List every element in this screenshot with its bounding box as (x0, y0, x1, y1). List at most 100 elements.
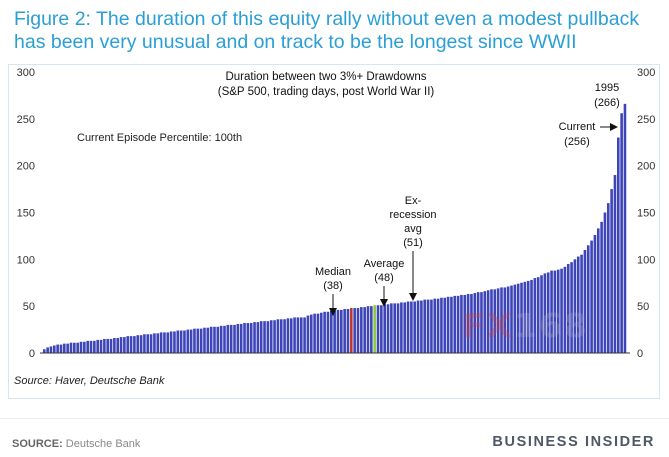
bar-12 (83, 341, 86, 353)
bar-102 (383, 304, 386, 353)
bar-35 (159, 332, 163, 353)
right-y-tick-label: 250 (637, 114, 655, 126)
bar-148 (536, 277, 540, 353)
left-y-tick-label: 0 (29, 348, 35, 360)
bar-96 (363, 307, 366, 353)
bar-89 (340, 309, 343, 353)
bar-50 (209, 326, 213, 353)
bar-110 (410, 301, 413, 353)
annotation-exrec-line1: Ex- (405, 195, 422, 207)
bar-36 (163, 332, 166, 353)
figure-title: Figure 2: The duration of this equity ra… (14, 8, 640, 53)
bar-158 (570, 262, 573, 353)
bar-162 (583, 249, 587, 353)
left-y-tick-label: 150 (17, 208, 35, 220)
bar-111 (413, 301, 417, 353)
bar-116 (430, 299, 433, 353)
bar-124 (456, 295, 460, 353)
bar-11 (79, 341, 83, 353)
bar-70 (276, 319, 280, 353)
bar-33 (153, 333, 156, 353)
bar-26 (129, 336, 133, 353)
bar-112 (416, 300, 420, 353)
bar-38 (169, 331, 173, 353)
bar-127 (466, 293, 470, 353)
bar-144 (523, 281, 527, 353)
bar-60 (243, 323, 246, 353)
business-insider-logo: BUSINESS INSIDER (492, 434, 655, 450)
bar-20 (109, 338, 113, 353)
bar-28 (136, 335, 140, 353)
bar-34 (156, 333, 160, 353)
bar-128 (470, 293, 473, 353)
bar-104 (390, 303, 393, 353)
bar-109 (406, 301, 410, 353)
bar-29 (139, 335, 143, 353)
bar-56 (229, 324, 233, 353)
bar-173 (620, 113, 623, 354)
bar-27 (133, 336, 136, 353)
bar-72 (283, 319, 286, 353)
bar-105 (393, 303, 396, 353)
bar-83 (319, 312, 323, 353)
bar-150 (543, 273, 547, 353)
bar-78 (303, 317, 306, 353)
annotation-exrec-line2: recession (389, 209, 436, 221)
bar-167 (600, 221, 603, 353)
bar-98 (370, 306, 373, 353)
bar-88 (336, 309, 340, 353)
bar-17 (99, 339, 103, 353)
bar-21 (113, 338, 116, 353)
left-y-tick-label: 200 (17, 161, 35, 173)
bar-87 (333, 310, 336, 353)
annotation-exrec-line3: avg (404, 223, 422, 235)
bar-48 (203, 327, 206, 353)
bar-64 (256, 322, 260, 353)
bar-171 (613, 175, 617, 353)
bar-series (43, 103, 627, 354)
bar-146 (530, 279, 533, 353)
bar-154 (556, 269, 560, 353)
bar-129 (473, 293, 477, 353)
annotation-1995-value: (266) (594, 97, 620, 109)
bar-68 (269, 320, 273, 353)
bar-101 (380, 305, 383, 353)
bar-52 (216, 326, 220, 353)
bar-90 (343, 308, 346, 353)
bar-153 (553, 270, 557, 353)
bar-142 (516, 283, 520, 353)
bar-3 (53, 345, 56, 353)
bar-2 (49, 346, 53, 353)
bar-138 (503, 287, 507, 353)
bar-157 (566, 264, 570, 353)
bar-132 (483, 291, 487, 353)
watermark-part-a: FX (462, 306, 514, 345)
bar-6 (63, 343, 66, 353)
bar-136 (496, 288, 500, 353)
bar-107 (400, 302, 403, 353)
bar-93 (353, 308, 356, 353)
bar-73 (286, 318, 290, 353)
bar-41 (179, 330, 183, 353)
bar-139 (506, 286, 510, 353)
bar-65 (259, 321, 263, 353)
bar-61 (246, 323, 250, 353)
bar-126 (463, 294, 467, 353)
bar-14 (89, 340, 93, 353)
bar-53 (219, 325, 223, 353)
bar-79 (306, 315, 310, 353)
bar-91 (346, 308, 350, 353)
bar-23 (119, 337, 123, 353)
bar-80 (309, 314, 313, 353)
bar-86 (329, 310, 333, 353)
bar-18 (103, 338, 106, 353)
left-y-tick-label: 300 (17, 67, 35, 79)
bar-103 (386, 304, 390, 353)
bar-59 (239, 323, 243, 353)
bar-114 (423, 299, 427, 353)
footer-divider (0, 418, 669, 419)
bar-74 (289, 318, 293, 353)
bar-19 (106, 338, 110, 353)
bar-155 (560, 268, 563, 353)
bar-135 (493, 289, 497, 353)
